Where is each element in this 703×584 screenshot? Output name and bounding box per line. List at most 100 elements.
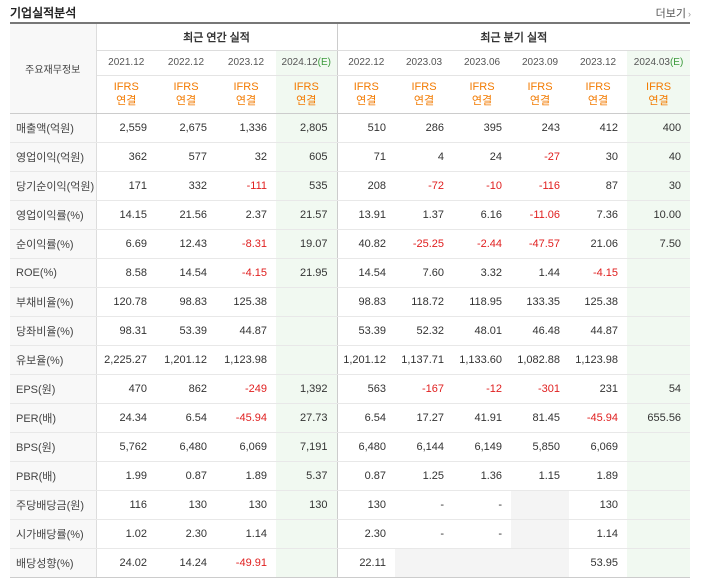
period-header: 2022.12 [156,50,216,76]
table-cell: 5,850 [511,432,570,462]
row-label: 매출액(억원) [10,113,97,143]
accounting-basis: IFRS 연결 [627,75,691,114]
table-row: 매출액(억원) 2,559 2,675 1,336 2,805 510 286 395 243 4… [10,113,691,143]
header-row-groups: 주요재무정보 최근 연간 실적 최근 분기 실적 [10,22,691,114]
table-cell: 14.54 [156,258,216,288]
table-cell: 2,225.27 [96,345,156,375]
table-cell: 6,149 [453,432,512,462]
period-header: 2022.12 [336,50,396,76]
table-cell [276,548,338,578]
accounting-basis: IFRS 연결 [276,75,338,114]
period-header: 2023.09 [511,50,570,76]
table-cell: 1.02 [96,519,156,549]
table-cell: 6.16 [453,199,512,230]
more-link[interactable]: 더보기 › [656,5,691,21]
table-cell: 21.57 [276,199,338,230]
negative-value: -45.94 [235,411,267,424]
table-cell: -12 [453,373,512,404]
accounting-basis-line: 연결 [471,95,493,107]
table-cell: 6,480 [156,432,216,462]
table-cell: 53.95 [569,548,628,578]
table-cell: 71 [336,142,396,172]
row-label: PER(배) [10,403,97,433]
table-cell: 53.39 [336,316,396,346]
table-cell: 362 [96,142,156,172]
table-cell: 98.83 [336,286,396,317]
table-row: 영업이익(억원) 362 577 32 605 71 4 24 -27 30 40 [10,142,691,172]
table-cell: 3.32 [453,258,512,288]
accounting-basis-line: IFRS [411,81,437,93]
table-cell: -4.15 [216,258,276,288]
accounting-basis-line: 연결 [296,95,317,107]
table-cell: 2.30 [156,519,216,549]
row-label: 영업이익률(%) [10,199,97,230]
table-cell: 2,675 [156,113,216,143]
row-label: 당기순이익(억원) [10,171,97,201]
table-cell: 1,123.98 [216,345,276,375]
table-cell: -72 [395,171,454,201]
table-cell: -2.44 [453,229,512,259]
negative-value: -8.31 [241,237,267,250]
negative-value: -47.57 [528,237,561,250]
table-cell: 332 [156,171,216,201]
negative-value: -25.25 [412,237,445,250]
table-cell: -49.91 [216,548,276,578]
table-row: 영업이익률(%) 14.15 21.56 2.37 21.57 13.91 1.37 6.16… [10,199,691,230]
table-cell: -45.94 [216,403,276,433]
table-cell [276,316,338,346]
negative-value: -116 [538,179,561,192]
table-cell [511,489,570,520]
table-cell: - [395,519,454,549]
table-cell: 5,762 [96,432,156,462]
row-label: 당좌비율(%) [10,316,97,346]
accounting-basis-line: IFRS [233,81,259,93]
negative-value: -111 [246,179,267,192]
table-cell: 24.34 [96,403,156,433]
table-cell: - [395,489,454,520]
table-row: PBR(배) 1.99 0.87 1.89 5.37 0.87 1.25 1.36 1.15 1.… [10,461,691,491]
table-row: 부채비율(%) 120.78 98.83 125.38 98.83 118.72 118.9… [10,286,691,317]
accounting-basis-line: IFRS [113,81,139,93]
quarterly-group-header: 최근 분기 실적 [336,22,691,51]
table-cell: 40 [627,142,691,172]
accounting-basis-line: IFRS [293,81,319,93]
table-cell: 48.01 [453,316,512,346]
table-cell: 510 [336,113,396,143]
row-label: 부채비율(%) [10,286,97,317]
table-cell: 21.95 [276,258,338,288]
row-label: 순이익률(%) [10,229,97,259]
table-cell [627,345,691,375]
accounting-basis-line: 연결 [587,95,609,107]
table-cell: 6,069 [216,432,276,462]
table-row: ROE(%) 8.58 14.54 -4.15 21.95 14.54 7.60 3.32 1.… [10,258,691,288]
period-label: 2023.06 [463,57,501,68]
table-cell: 1,133.60 [453,345,512,375]
accounting-basis-line: 연결 [235,95,257,107]
corner-header: 주요재무정보 [10,22,97,114]
row-label: ROE(%) [10,258,97,288]
table-cell: 87 [569,171,628,201]
annual-group-header: 최근 연간 실적 [96,22,338,51]
table-cell: 208 [336,171,396,201]
table-cell: 30 [569,142,628,172]
table-cell: 6,069 [569,432,628,462]
table-cell: 563 [336,373,396,404]
table-cell: -25.25 [395,229,454,259]
negative-value: -4.15 [241,266,267,279]
table-cell: 0.87 [156,461,216,491]
table-cell: 1,201.12 [336,345,396,375]
table-cell: -11.06 [511,199,570,230]
accounting-basis-line: IFRS [353,81,379,93]
table-cell: 24 [453,142,512,172]
table-cell: - [453,489,512,520]
table-cell: 130 [156,489,216,520]
table-cell: 1.44 [511,258,570,288]
table-cell: 470 [96,373,156,404]
table-cell [627,489,691,520]
negative-value: -45.94 [586,411,619,424]
accounting-basis: IFRS 연결 [156,75,216,114]
table-cell: 27.73 [276,403,338,433]
table-cell: 118.95 [453,286,512,317]
table-cell: 1.15 [511,461,570,491]
table-cell [276,286,338,317]
